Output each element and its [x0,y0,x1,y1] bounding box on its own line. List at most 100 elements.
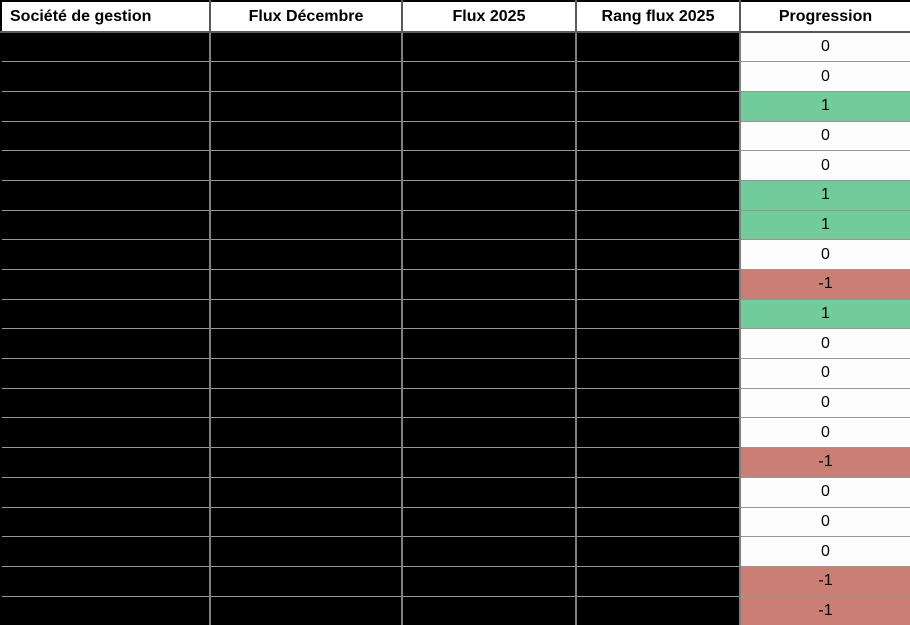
redacted-cell-flux-decembre [210,299,403,330]
redacted-cell-societe-de-gestion [1,596,211,625]
redacted-cell-flux-decembre [210,91,403,122]
redacted-cell-flux-2025 [402,299,577,330]
redacted-cell-rang-flux-2025 [576,358,741,389]
redacted-cell-flux-decembre [210,328,403,360]
progression-cell: 0 [740,328,910,360]
table-row: 0 [1,328,910,360]
redacted-cell-flux-2025 [402,180,577,211]
redacted-cell-flux-2025 [402,447,577,478]
redacted-cell-flux-decembre [210,32,403,63]
column-header-rang-flux-2025: Rang flux 2025 [576,1,741,33]
redacted-cell-rang-flux-2025 [576,239,741,270]
progression-cell: 0 [740,477,910,508]
redacted-cell-flux-decembre [210,239,403,270]
progression-cell: 1 [740,91,910,122]
table-row: 0 [1,507,910,538]
redacted-cell-societe-de-gestion [1,477,211,508]
redacted-cell-flux-decembre [210,536,403,567]
redacted-cell-societe-de-gestion [1,180,211,211]
table-row: -1 [1,566,910,597]
redacted-cell-flux-decembre [210,417,403,449]
redacted-cell-flux-2025 [402,507,577,538]
redacted-cell-rang-flux-2025 [576,210,741,241]
redacted-cell-rang-flux-2025 [576,536,741,567]
redacted-cell-flux-decembre [210,210,403,241]
table-row: 1 [1,180,910,211]
redacted-cell-flux-2025 [402,239,577,270]
table-row: 1 [1,299,910,330]
redacted-cell-flux-2025 [402,536,577,567]
redacted-cell-rang-flux-2025 [576,507,741,538]
redacted-cell-flux-2025 [402,328,577,360]
column-header-flux-2025: Flux 2025 [402,1,577,33]
table-row: -1 [1,269,910,300]
redacted-cell-societe-de-gestion [1,566,211,597]
redacted-cell-societe-de-gestion [1,210,211,241]
progression-cell: -1 [740,447,910,478]
redacted-cell-societe-de-gestion [1,121,211,152]
redacted-cell-societe-de-gestion [1,328,211,360]
redacted-cell-flux-2025 [402,269,577,300]
redacted-cell-societe-de-gestion [1,32,211,63]
redacted-cell-flux-2025 [402,417,577,449]
redacted-cell-rang-flux-2025 [576,299,741,330]
table-row: 0 [1,32,910,63]
progression-cell: 1 [740,210,910,241]
redacted-cell-flux-decembre [210,150,403,181]
redacted-cell-rang-flux-2025 [576,180,741,211]
table-row: 0 [1,477,910,508]
redacted-cell-rang-flux-2025 [576,61,741,92]
table-row: 0 [1,121,910,152]
table-row: 0 [1,61,910,92]
redacted-cell-flux-2025 [402,388,577,419]
redacted-cell-rang-flux-2025 [576,447,741,478]
redacted-cell-societe-de-gestion [1,150,211,181]
table-row: -1 [1,596,910,625]
redacted-cell-rang-flux-2025 [576,477,741,508]
redacted-cell-flux-2025 [402,91,577,122]
progression-cell: 0 [740,507,910,538]
progression-cell: -1 [740,596,910,625]
redacted-cell-flux-2025 [402,121,577,152]
redacted-cell-flux-2025 [402,358,577,389]
redacted-cell-societe-de-gestion [1,239,211,270]
redacted-cell-rang-flux-2025 [576,596,741,625]
redacted-cell-societe-de-gestion [1,61,211,92]
redacted-cell-societe-de-gestion [1,269,211,300]
redacted-cell-rang-flux-2025 [576,32,741,63]
redacted-cell-societe-de-gestion [1,91,211,122]
redacted-cell-rang-flux-2025 [576,91,741,122]
redacted-cell-flux-decembre [210,180,403,211]
progression-cell: 0 [740,61,910,92]
progression-cell: 0 [740,358,910,389]
redacted-cell-flux-decembre [210,507,403,538]
redacted-cell-societe-de-gestion [1,417,211,449]
redacted-cell-flux-decembre [210,388,403,419]
redacted-cell-flux-decembre [210,121,403,152]
redacted-cell-flux-2025 [402,477,577,508]
redacted-cell-rang-flux-2025 [576,328,741,360]
redacted-cell-flux-decembre [210,269,403,300]
table-row: 1 [1,210,910,241]
redacted-cell-flux-2025 [402,32,577,63]
table-row: 0 [1,536,910,567]
column-header-flux-decembre: Flux Décembre [210,1,403,33]
progression-cell: 0 [740,121,910,152]
progression-cell: 0 [740,150,910,181]
column-header-societe-de-gestion: Société de gestion [1,1,211,33]
redacted-cell-societe-de-gestion [1,447,211,478]
redacted-cell-rang-flux-2025 [576,566,741,597]
redacted-cell-flux-2025 [402,150,577,181]
progression-cell: -1 [740,269,910,300]
redacted-cell-rang-flux-2025 [576,150,741,181]
redacted-cell-societe-de-gestion [1,536,211,567]
redacted-cell-flux-decembre [210,61,403,92]
progression-cell: 0 [740,417,910,449]
table-body: 0 0 1 0 0 1 1 [1,32,910,625]
redacted-cell-rang-flux-2025 [576,417,741,449]
table-row: 0 [1,417,910,449]
redacted-cell-flux-decembre [210,358,403,389]
table-row: 0 [1,150,910,181]
progression-cell: 0 [740,388,910,419]
